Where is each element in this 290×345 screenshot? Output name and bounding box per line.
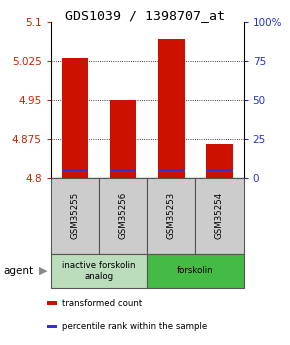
Bar	[158, 169, 184, 171]
Text: GSM35253: GSM35253	[167, 192, 176, 239]
Bar	[99, 178, 147, 254]
Bar	[51, 254, 147, 288]
Text: forskolin: forskolin	[177, 266, 214, 275]
Text: agent: agent	[3, 266, 33, 276]
Bar	[51, 178, 99, 254]
Text: ▶: ▶	[39, 266, 48, 276]
Text: GSM35256: GSM35256	[119, 192, 128, 239]
Bar	[195, 178, 244, 254]
Bar	[110, 100, 136, 178]
Bar	[147, 254, 244, 288]
Bar	[206, 169, 233, 171]
Bar	[61, 58, 88, 178]
Text: transformed count: transformed count	[61, 298, 142, 307]
Text: GSM35254: GSM35254	[215, 192, 224, 239]
Bar	[47, 302, 57, 305]
Text: GSM35255: GSM35255	[70, 192, 79, 239]
Bar	[61, 169, 88, 171]
Bar	[47, 325, 57, 328]
Text: percentile rank within the sample: percentile rank within the sample	[61, 322, 207, 331]
Bar	[110, 169, 136, 171]
Bar	[158, 39, 184, 178]
Text: inactive forskolin
analog: inactive forskolin analog	[62, 261, 136, 280]
Bar	[206, 144, 233, 178]
Bar	[147, 178, 195, 254]
Text: GDS1039 / 1398707_at: GDS1039 / 1398707_at	[65, 9, 225, 22]
